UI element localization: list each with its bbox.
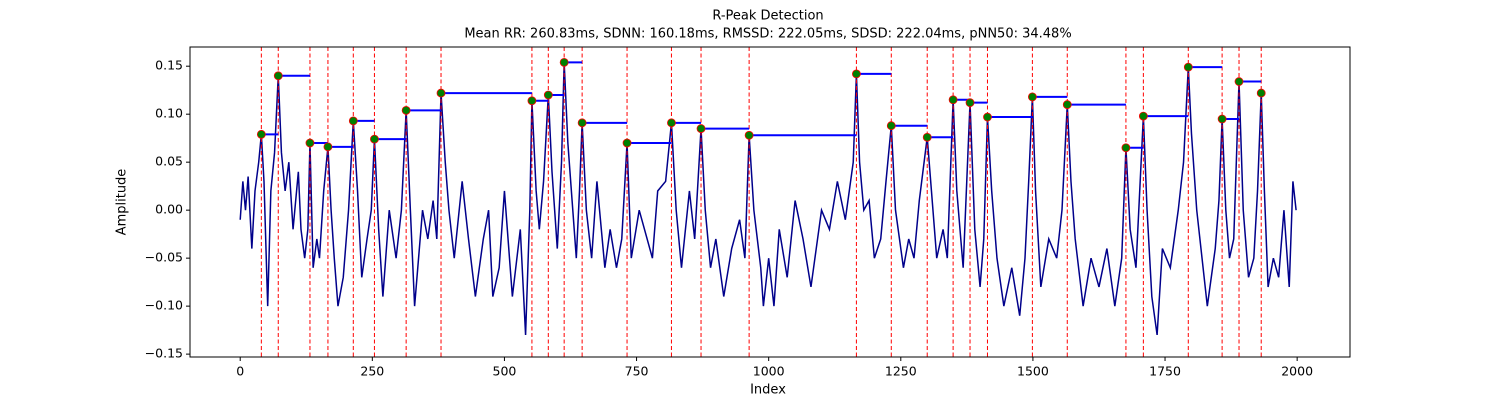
peak-point [1256, 88, 1266, 98]
x-tick-label: 0 [236, 364, 244, 379]
peak-point [323, 142, 333, 152]
peak-point [1138, 111, 1148, 121]
y-tick-label: −0.05 [145, 250, 183, 265]
x-tick-label: 1750 [1149, 364, 1181, 379]
peak-point [965, 98, 975, 108]
x-tick-label: 2000 [1281, 364, 1313, 379]
peak-point [436, 88, 446, 98]
peak-point [922, 132, 932, 142]
y-tick-label: −0.10 [145, 298, 183, 313]
x-tick-label: 1500 [1017, 364, 1049, 379]
chart-subtitle: Mean RR: 260.83ms, SDNN: 160.18ms, RMSSD… [464, 27, 1071, 42]
peak-point [401, 105, 411, 115]
signal-line [239, 62, 1297, 336]
x-tick-label: 750 [625, 364, 649, 379]
chart-title: R-Peak Detection [712, 9, 823, 24]
peak-point [696, 124, 706, 133]
peak-point [348, 116, 358, 126]
peak-point [527, 96, 537, 106]
peak-point [370, 134, 379, 144]
peak-point [983, 112, 992, 122]
y-tick-label: 0.05 [155, 154, 183, 169]
peak-point [744, 130, 754, 140]
peak-point [1183, 62, 1193, 72]
peak-point [577, 118, 587, 128]
plot-frame [189, 46, 1351, 358]
y-tick-label: 0.15 [155, 58, 183, 73]
x-tick-label: 500 [493, 364, 517, 379]
peak-point [667, 118, 676, 128]
x-tick-label: 250 [360, 364, 384, 379]
y-axis-label: Amplitude [115, 169, 130, 236]
peak-point [622, 138, 632, 148]
peak-point [1062, 100, 1072, 109]
peak-point [886, 121, 896, 131]
y-tick-label: −0.15 [145, 346, 183, 361]
peak-point [948, 95, 958, 105]
peak-point [1027, 92, 1037, 102]
x-axis-label: Index [750, 383, 786, 398]
y-tick-label: 0.00 [155, 202, 183, 217]
peak-point [543, 90, 553, 100]
y-tick-label: 0.10 [155, 106, 183, 121]
peak-point [305, 138, 315, 148]
peak-point [1234, 77, 1244, 86]
peak-point [852, 69, 861, 79]
peak-point [273, 71, 283, 81]
peak-point [256, 129, 266, 139]
peak-point [559, 57, 569, 67]
x-tick-label: 1000 [753, 364, 785, 379]
x-tick-label: 1250 [885, 364, 917, 379]
peak-point [1121, 143, 1131, 153]
peak-point [1217, 114, 1227, 124]
